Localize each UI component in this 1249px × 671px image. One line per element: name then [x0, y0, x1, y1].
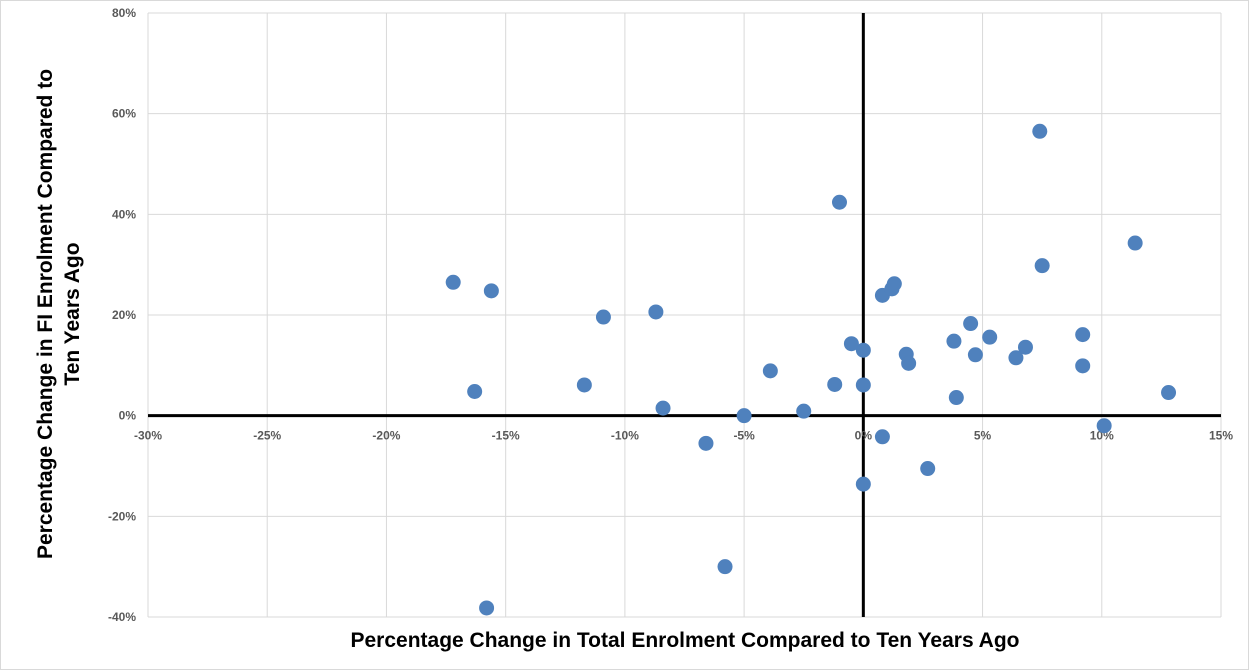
data-point	[1161, 385, 1177, 401]
y-tick-label: -40%	[108, 610, 136, 624]
x-axis-title: Percentage Change in Total Enrolment Com…	[350, 629, 1019, 652]
data-point	[445, 274, 461, 290]
data-point	[1096, 418, 1112, 434]
gridlines	[147, 12, 1222, 618]
x-tick-label: 15%	[1209, 429, 1233, 443]
data-point	[920, 461, 936, 477]
data-point	[1034, 258, 1050, 274]
y-axis-title-line-1: Percentage Change in FI Enrolment Compar…	[34, 69, 57, 559]
data-point	[982, 329, 998, 345]
data-point	[796, 403, 812, 419]
x-tick-label: 5%	[974, 429, 992, 443]
x-tick-label: -25%	[253, 429, 281, 443]
x-tick-label: -5%	[733, 429, 755, 443]
y-tick-labels: -40% -20% 0% 20% 40% 60% 80%	[108, 6, 136, 624]
axes	[148, 13, 1221, 617]
x-tick-label: -20%	[372, 429, 400, 443]
x-tick-labels: -30% -25% -20% -15% -10% -5% 0% 5% 10% 15%	[134, 429, 1233, 443]
data-point	[736, 408, 752, 424]
data-point	[479, 600, 495, 616]
data-point	[874, 429, 890, 445]
x-tick-label: 0%	[855, 429, 873, 443]
data-point	[1075, 358, 1091, 374]
data-point	[483, 283, 499, 299]
data-point	[843, 336, 859, 352]
x-tick-label: 10%	[1090, 429, 1114, 443]
data-point	[576, 377, 592, 393]
y-axis-title-line-2: Ten Years Ago	[61, 242, 84, 385]
data-point	[595, 309, 611, 325]
data-point	[963, 316, 979, 332]
y-tick-label: -20%	[108, 509, 136, 523]
data-point	[762, 363, 778, 379]
data-point	[655, 400, 671, 416]
data-point	[831, 194, 847, 210]
data-point	[1075, 327, 1091, 343]
data-point	[1017, 339, 1033, 355]
y-tick-label: 20%	[112, 308, 136, 322]
data-point	[717, 559, 733, 575]
data-point	[1008, 350, 1024, 366]
data-point	[886, 276, 902, 292]
y-tick-label: 40%	[112, 207, 136, 221]
data-point	[855, 377, 871, 393]
x-tick-label: -15%	[492, 429, 520, 443]
data-point	[1127, 235, 1143, 251]
data-point	[855, 342, 871, 358]
data-point	[855, 476, 871, 492]
y-tick-label: 60%	[112, 107, 136, 121]
data-point	[967, 347, 983, 363]
y-tick-label: 80%	[112, 6, 136, 20]
x-tick-label: -10%	[611, 429, 639, 443]
data-point	[901, 355, 917, 371]
y-tick-label: 0%	[119, 409, 137, 423]
data-point	[467, 384, 483, 400]
data-point	[827, 376, 843, 392]
data-points	[445, 123, 1177, 616]
data-point	[1032, 123, 1048, 139]
data-point	[648, 304, 664, 320]
data-point	[946, 333, 962, 349]
data-point	[698, 435, 714, 451]
x-tick-label: -30%	[134, 429, 162, 443]
data-point	[948, 390, 964, 406]
